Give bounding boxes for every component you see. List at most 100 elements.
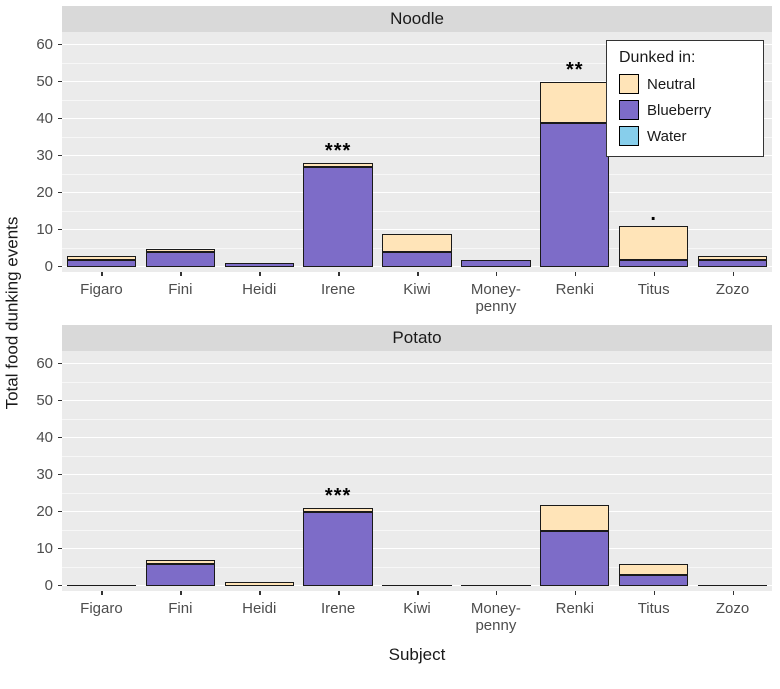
x-axis-labels-potato: Figaro Fini Heidi Irene Kiwi Money-penny Renki… [62,591,772,641]
x-tick-label-Figaro: Figaro [62,272,141,325]
x-tick-mark [101,272,103,276]
gridline-minor [62,136,772,138]
y-tick-label: 0 [44,577,53,594]
gridline-minor [62,173,772,175]
y-tick-label: 20 [36,184,53,201]
gridline-major [62,191,772,193]
bar-segment-neutral-Renki [540,504,610,531]
x-tick-label-Fini: Fini [141,272,220,325]
bar-segment-blueberry-Money-penny [461,259,531,267]
y-tick-label: 0 [44,258,53,275]
gridline-minor [62,455,772,457]
significance-annotation-Titus: . [650,203,657,226]
bar-segment-neutral-Irene [303,508,373,512]
bar-segment-blueberry-Kiwi [382,252,452,267]
bar-segment-neutral-Renki [540,82,610,123]
x-axis-labels-noodle: Figaro Fini Heidi Irene Kiwi Money-penny Renki… [62,272,772,325]
x-tick-label-Heidi: Heidi [220,591,299,641]
gridline-major [62,154,772,156]
gridline-minor [62,529,772,531]
y-tick-mark [58,473,62,475]
bar-segment-neutral-Fini [145,248,216,253]
gridline-minor [62,210,772,212]
y-tick-mark [58,154,62,156]
bar-segment-blueberry-Irene [303,167,373,267]
x-tick-label-Renki: Renki [535,272,614,325]
legend-swatch-water [619,126,639,146]
gridline-major [62,399,772,401]
x-tick-label-Titus: Titus [614,272,693,325]
bar-zero-Kiwi [382,585,452,586]
gridline-major [62,436,772,438]
gridline-major [62,362,772,364]
x-tick-mark [495,591,498,595]
x-axis-title: Subject [62,641,772,669]
x-tick-mark [574,272,577,276]
bar-segment-blueberry-Zozo [697,259,768,267]
x-tick-mark [417,591,419,595]
bar-segment-blueberry-Irene [303,512,373,586]
gridline-minor [62,381,772,383]
x-tick-mark [732,272,735,276]
x-tick-mark [338,272,340,276]
bar-segment-blueberry-Renki [540,122,610,267]
y-tick-mark [58,362,62,364]
gridline-major [62,473,772,475]
facet-strip-noodle: Noodle [62,6,772,32]
y-tick-label: 30 [36,466,53,483]
legend: Dunked in: Neutral Blueberry Water [606,40,764,157]
x-tick-mark [732,591,735,595]
x-tick-mark [653,272,656,276]
y-tick-label: 50 [36,392,53,409]
y-tick-label: 60 [36,36,53,53]
x-tick-mark [338,591,340,595]
facet-title-noodle: Noodle [390,9,444,28]
y-tick-label: 40 [36,110,53,127]
legend-item-blueberry: Blueberry [619,100,749,120]
y-tick-label: 50 [36,73,53,90]
bar-zero-Figaro [66,585,137,586]
bar-segment-blueberry-Renki [540,530,610,586]
bar-segment-neutral-Kiwi [382,233,452,253]
y-tick-mark [58,265,62,267]
bar-segment-blueberry-Fini [145,252,216,267]
y-tick-label: 20 [36,503,53,520]
bar-segment-blueberry-Heidi [224,263,294,267]
legend-label-neutral: Neutral [647,75,696,93]
bar-segment-neutral-Irene [303,163,373,168]
y-tick-label: 10 [36,221,53,238]
facet-title-potato: Potato [392,328,442,347]
gridline-major [62,117,772,119]
gridline-major [62,228,772,230]
legend-label-blueberry: Blueberry [647,101,712,119]
bar-segment-neutral-Fini [145,560,216,564]
x-tick-label-Zozo: Zozo [693,272,772,325]
bar-segment-neutral-Heidi [224,582,294,586]
y-tick-mark [58,191,62,193]
bar-segment-blueberry-Titus [618,574,689,586]
legend-swatch-neutral [619,74,639,94]
y-tick-mark [58,80,62,82]
gridline-minor [62,492,772,494]
x-tick-label-Irene: Irene [299,272,378,325]
x-tick-mark [653,591,656,595]
bar-segment-blueberry-Fini [145,563,216,586]
x-axis-title-text: Subject [388,645,446,664]
y-tick-mark [58,510,62,512]
gridline-major [62,547,772,549]
legend-item-neutral: Neutral [619,74,749,94]
y-tick-label: 30 [36,147,53,164]
x-tick-label-Heidi: Heidi [220,272,299,325]
gridline-major [62,80,772,82]
y-tick-label: 40 [36,429,53,446]
bar-zero-Money-penny [461,585,531,586]
bar-zero-Zozo [697,585,768,586]
x-tick-label-Kiwi: Kiwi [378,591,457,641]
x-tick-mark [180,272,182,276]
legend-label-water: Water [647,127,687,145]
y-tick-mark [58,436,62,438]
x-tick-label-Kiwi: Kiwi [378,272,457,325]
bar-segment-neutral-Titus [618,563,689,575]
gridline-major [62,43,772,45]
x-tick-label-Irene: Irene [299,591,378,641]
